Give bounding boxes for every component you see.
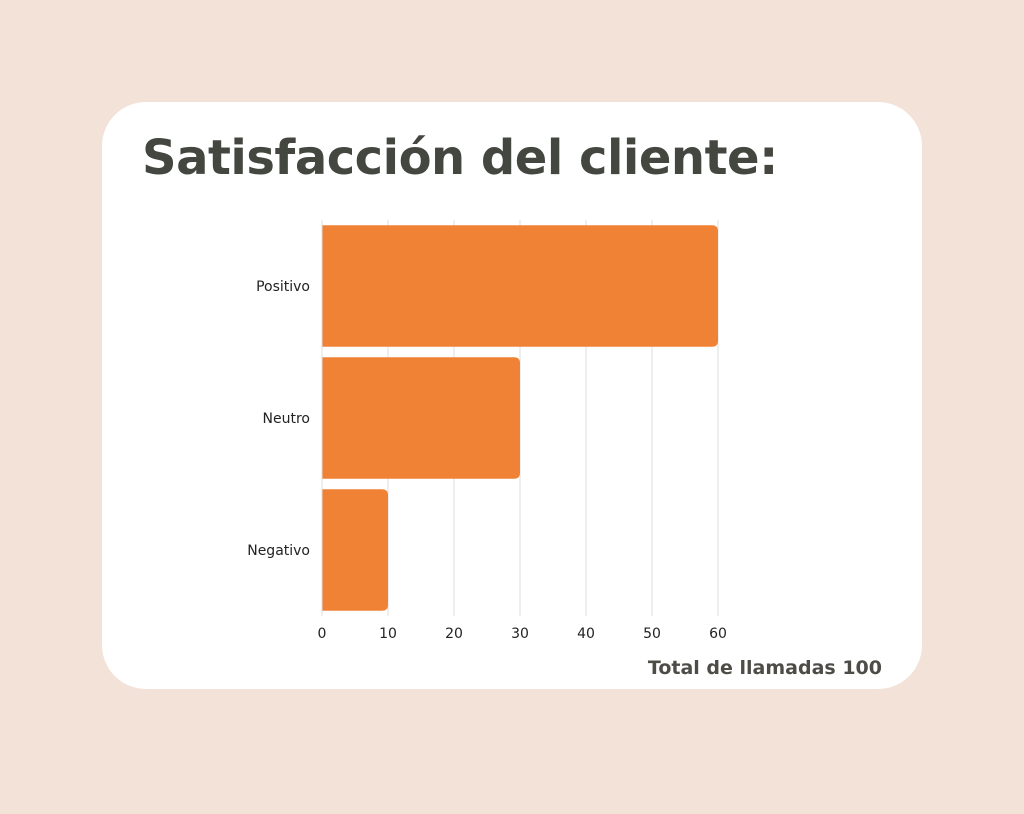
category-label-negativo: Negativo [247,543,310,559]
x-tick-label-20: 20 [445,626,463,642]
total-calls-note: Total de llamadas 100 [647,657,882,679]
x-tick-label-10: 10 [379,626,397,642]
category-label-neutro: Neutro [263,411,310,427]
x-tick-label-50: 50 [643,626,661,642]
x-tick-label-40: 40 [577,626,595,642]
bar-neutro [322,357,520,479]
chart-card: Satisfacción del cliente: Positivo Neutro… [102,102,922,689]
bar-chart: Positivo Neutro Negativo 0 10 20 30 40 50 60 [247,220,727,642]
x-tick-label-60: 60 [709,626,727,642]
bar-negativo [322,489,388,611]
page-title: Satisfacción del cliente: [142,130,778,186]
bar-positivo [322,225,718,347]
x-tick-label-30: 30 [511,626,529,642]
x-tick-label-0: 0 [318,626,327,642]
category-label-positivo: Positivo [256,279,310,295]
